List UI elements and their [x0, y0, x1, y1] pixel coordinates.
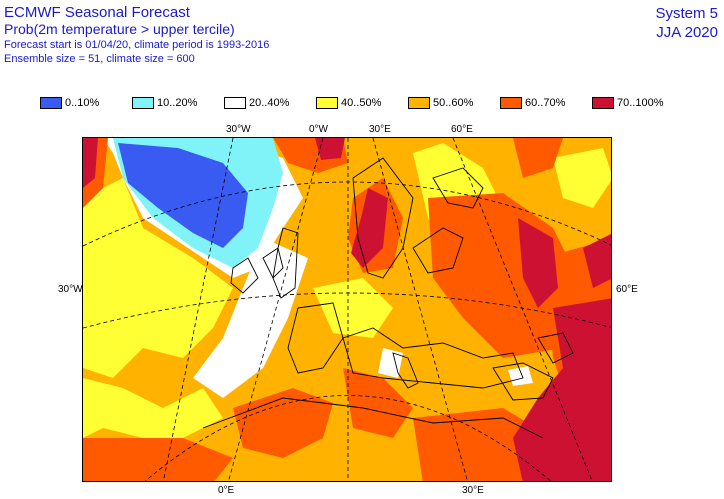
legend-label: 50..60% [433, 97, 474, 109]
legend-label: 10..20% [157, 97, 198, 109]
legend-label: 40..50% [341, 97, 382, 109]
legend-label: 70..100% [617, 97, 664, 109]
map-frame [82, 137, 612, 482]
system-name: System 5 [655, 5, 718, 22]
coastline-iberia [287, 302, 344, 374]
ensemble-info: Ensemble size = 51, climate size = 600 [4, 53, 195, 65]
map-title: ECMWF Seasonal Forecast [4, 4, 190, 21]
region-60-70 [233, 388, 333, 458]
coastline-scandinavia [352, 157, 414, 279]
region-20-40 [193, 238, 308, 398]
legend-swatch [40, 97, 62, 109]
region-0-10 [118, 143, 248, 248]
region-70-100 [518, 218, 558, 308]
legend-swatch [408, 97, 430, 109]
coastline-mediterranean [342, 327, 524, 389]
meridian-line [228, 138, 324, 481]
region-70-100 [583, 234, 611, 288]
legend-item-20-40: 20..40% [224, 95, 289, 111]
legend-item-50-60: 50..60% [408, 95, 473, 111]
region-60-70 [343, 368, 413, 438]
coastline-turkey [492, 362, 554, 401]
region-70-100 [315, 138, 345, 160]
graticule-label-right-60e: 60°E [616, 284, 638, 295]
meridian-line [162, 138, 234, 481]
coastline-caspian [537, 332, 574, 364]
coastlines [202, 157, 574, 439]
graticule-label-bottom-30e: 30°E [462, 485, 484, 496]
legend-label: 20..40% [249, 97, 290, 109]
region-60-70 [83, 438, 233, 481]
graticule-label-top-30w: 30°W [226, 124, 251, 135]
legend-swatch [500, 97, 522, 109]
coastline-britain [272, 227, 299, 299]
forecast-info: Forecast start is 01/04/20, climate peri… [4, 39, 270, 51]
region-40-50 [83, 178, 233, 378]
legend-item-60-70: 60..70% [500, 95, 565, 111]
legend-item-40-50: 40..50% [316, 95, 381, 111]
coastline-italy [392, 352, 419, 389]
legend-label: 0..10% [65, 97, 100, 109]
region-20-40 [508, 366, 533, 386]
coastline-iceland [230, 257, 259, 294]
coastline-finland [432, 167, 484, 209]
legend-item-0-10: 0..10% [40, 95, 99, 111]
graticule-label-top-0: 0°W [309, 124, 328, 135]
legend: 0..10% 10..20% 20..40% 40..50% 50..60% 6… [40, 95, 720, 111]
graticule-label-bottom-0e: 0°E [218, 485, 235, 496]
region-40-50 [83, 378, 223, 438]
legend-swatch [316, 97, 338, 109]
legend-item-10-20: 10..20% [132, 95, 197, 111]
region-70-100 [83, 138, 98, 188]
season-label: JJA 2020 [656, 24, 718, 41]
system-block: System 5 JJA 2020 [655, 4, 718, 42]
map-subtitle: Prob(2m temperature > upper tercile) [4, 21, 235, 37]
graticule-label-left-30w: 30°W [58, 284, 83, 295]
legend-swatch [592, 97, 614, 109]
legend-swatch [224, 97, 246, 109]
region-40-50 [553, 148, 611, 208]
legend-label: 60..70% [525, 97, 566, 109]
graticule [83, 138, 611, 481]
meridian-line [372, 138, 468, 481]
region-60-70 [513, 138, 563, 178]
legend-item-70-100: 70..100% [592, 95, 663, 111]
coastline-north-africa [202, 397, 544, 439]
region-20-40 [378, 348, 403, 378]
title-block: ECMWF Seasonal Forecast Prob(2m temperat… [4, 4, 269, 66]
parallel-line [144, 395, 552, 481]
coastline-baltic [412, 227, 464, 274]
coastline-uk [262, 247, 284, 279]
graticule-label-top-60e: 60°E [451, 124, 473, 135]
region-60-70 [413, 408, 553, 481]
meridian-line [452, 138, 593, 481]
graticule-label-top-30e: 30°E [369, 124, 391, 135]
legend-swatch [132, 97, 154, 109]
probability-map [83, 138, 611, 481]
region-70-100 [351, 188, 388, 268]
